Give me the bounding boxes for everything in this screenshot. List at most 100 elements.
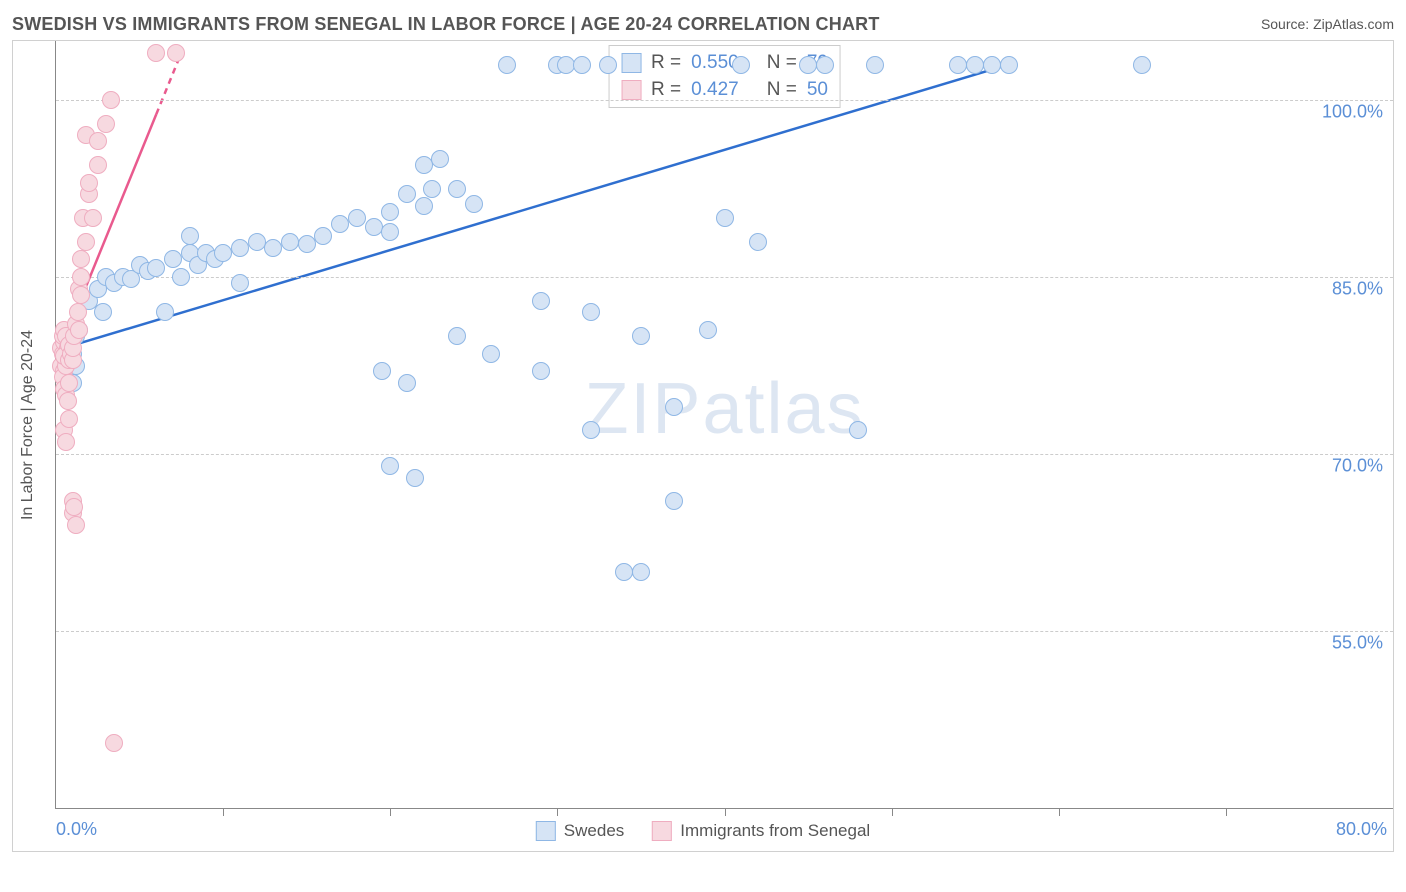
r-label: R = [651,50,681,77]
y-tick-label: 70.0% [1332,456,1383,477]
data-point [448,327,466,345]
data-point [167,44,185,62]
data-point [415,156,433,174]
data-point [102,91,120,109]
data-point [799,56,817,74]
x-tick [725,808,726,816]
data-point [59,392,77,410]
stats-row: R =0.550N =79 [621,50,828,77]
data-point [406,469,424,487]
data-point [80,174,98,192]
x-tick [557,808,558,816]
legend-label: Swedes [564,821,624,841]
data-point [57,433,75,451]
data-point [716,209,734,227]
data-point [94,303,112,321]
data-point [381,457,399,475]
data-point [60,410,78,428]
data-point [373,362,391,380]
data-point [97,115,115,133]
stats-box: R =0.550N =79R =0.427N =50 [608,45,841,108]
legend-item: Swedes [536,821,624,841]
data-point [331,215,349,233]
data-point [314,227,332,245]
data-point [67,516,85,534]
data-point [557,56,575,74]
data-point [84,209,102,227]
data-point [615,563,633,581]
trend-lines-layer [56,41,1393,808]
data-point [582,303,600,321]
y-tick-label: 55.0% [1332,633,1383,654]
data-point [365,218,383,236]
y-tick-label: 85.0% [1332,279,1383,300]
legend-item: Immigrants from Senegal [652,821,870,841]
gridline [56,277,1393,278]
data-point [105,734,123,752]
legend: Swedes Immigrants from Senegal [536,821,870,841]
y-tick-label: 100.0% [1322,102,1383,123]
chart-container: In Labor Force | Age 20-24 ZIPatlas R =0… [12,40,1394,852]
data-point [398,374,416,392]
chart-header: SWEDISH VS IMMIGRANTS FROM SENEGAL IN LA… [0,0,1406,40]
x-tick [390,808,391,816]
data-point [264,239,282,257]
y-axis-title: In Labor Force | Age 20-24 [19,329,37,519]
data-point [89,132,107,150]
data-point [632,327,650,345]
data-point [849,421,867,439]
data-point [532,292,550,310]
x-tick [1226,808,1227,816]
legend-swatch [536,821,556,841]
legend-label: Immigrants from Senegal [680,821,870,841]
data-point [381,223,399,241]
source-label: Source: ZipAtlas.com [1261,16,1394,32]
data-point [89,156,107,174]
data-point [732,56,750,74]
data-point [348,209,366,227]
data-point [398,185,416,203]
x-axis-max-label: 80.0% [1336,819,1387,840]
data-point [949,56,967,74]
data-point [532,362,550,380]
data-point [69,303,87,321]
data-point [699,321,717,339]
data-point [423,180,441,198]
data-point [214,244,232,262]
x-tick [892,808,893,816]
series-swatch [621,80,641,100]
chart-title: SWEDISH VS IMMIGRANTS FROM SENEGAL IN LA… [12,14,880,35]
data-point [582,421,600,439]
data-point [665,398,683,416]
n-label: N = [767,50,797,77]
gridline [56,454,1393,455]
plot-area: In Labor Force | Age 20-24 ZIPatlas R =0… [55,41,1393,809]
data-point [573,56,591,74]
data-point [749,233,767,251]
data-point [70,321,88,339]
data-point [448,180,466,198]
gridline [56,100,1393,101]
data-point [1133,56,1151,74]
data-point [164,250,182,268]
data-point [415,197,433,215]
data-point [77,233,95,251]
data-point [60,374,78,392]
data-point [231,274,249,292]
data-point [147,259,165,277]
data-point [381,203,399,221]
data-point [231,239,249,257]
data-point [181,227,199,245]
data-point [72,286,90,304]
data-point [632,563,650,581]
data-point [431,150,449,168]
data-point [599,56,617,74]
data-point [498,56,516,74]
gridline [56,631,1393,632]
data-point [156,303,174,321]
x-axis-min-label: 0.0% [56,819,97,840]
data-point [298,235,316,253]
data-point [72,250,90,268]
data-point [65,498,83,516]
series-swatch [621,53,641,73]
